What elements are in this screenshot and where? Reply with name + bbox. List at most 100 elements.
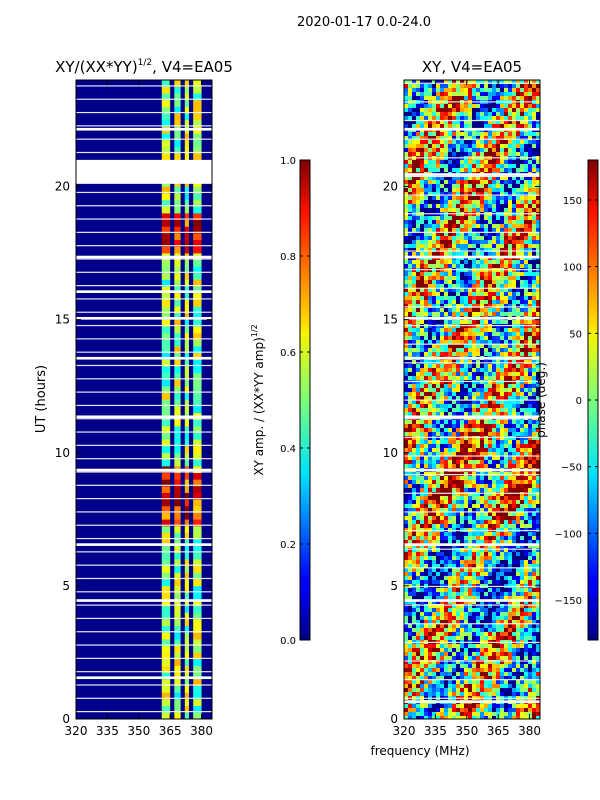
amplitude-flag-line <box>76 617 212 620</box>
phase-cell <box>428 228 433 233</box>
phase-cell <box>512 296 517 301</box>
amplitude-cell <box>184 139 189 147</box>
phase-cell <box>404 400 409 405</box>
phase-cell <box>512 232 517 237</box>
phase-cell <box>472 288 477 293</box>
phase-cell <box>504 428 509 433</box>
phase-cell <box>476 484 481 489</box>
phase-cell <box>412 148 417 153</box>
phase-cell <box>524 436 529 441</box>
phase-cell <box>496 420 501 425</box>
phase-cell <box>524 92 529 97</box>
phase-cell <box>420 568 425 573</box>
amplitude-cell <box>184 80 189 87</box>
phase-cell <box>420 452 425 457</box>
phase-cell <box>412 112 417 117</box>
phase-cell <box>508 552 513 557</box>
phase-cell <box>532 296 537 301</box>
phase-cell <box>512 240 517 245</box>
phase-cell <box>520 464 525 469</box>
phase-cell <box>444 368 449 373</box>
phase-cell <box>480 164 485 169</box>
phase-cell <box>440 92 445 97</box>
phase-cell <box>460 384 465 389</box>
phase-cell <box>420 308 425 313</box>
phase-cell <box>452 140 457 145</box>
phase-cell <box>468 580 473 585</box>
phase-cell <box>504 412 509 417</box>
phase-cell <box>488 108 493 113</box>
phase-cell <box>456 124 461 129</box>
phase-cell <box>436 512 441 517</box>
amplitude-cell <box>161 479 171 487</box>
phase-cell <box>480 248 485 253</box>
phase-cell <box>500 564 505 569</box>
phase-cell <box>484 80 489 85</box>
phase-cell <box>408 92 413 97</box>
phase-cell <box>480 272 485 277</box>
phase-cell <box>528 344 533 349</box>
phase-cell <box>456 556 461 561</box>
phase-cell <box>448 120 453 125</box>
phase-cell <box>512 320 517 325</box>
phase-cell <box>460 376 465 381</box>
phase-cell <box>532 524 537 529</box>
phase-cell <box>528 208 533 213</box>
phase-cell <box>448 188 453 193</box>
phase-cell <box>404 148 409 153</box>
phase-cell <box>524 508 529 513</box>
amplitude-cell <box>161 579 171 587</box>
phase-cell <box>480 296 485 301</box>
phase-cell <box>504 248 509 253</box>
phase-cell <box>472 120 477 125</box>
phase-cell <box>512 424 517 429</box>
phase-cell <box>524 180 529 185</box>
amplitude-flag-line <box>76 138 212 140</box>
phase-cell <box>520 444 525 449</box>
phase-cell <box>512 252 517 257</box>
phase-cell <box>468 456 473 461</box>
phase-cell <box>404 532 409 537</box>
phase-cell <box>520 308 525 313</box>
phase-cell <box>412 160 417 165</box>
phase-cell <box>452 240 457 245</box>
phase-cell <box>480 548 485 553</box>
phase-cell <box>532 372 537 377</box>
phase-cell <box>460 372 465 377</box>
amplitude-flag-gap <box>76 599 212 602</box>
phase-cell <box>512 196 517 201</box>
phase-cell <box>440 104 445 109</box>
phase-cell <box>444 564 449 569</box>
phase-cell <box>456 552 461 557</box>
phase-cell <box>436 460 441 465</box>
phase-cell <box>480 112 485 117</box>
phase-cell <box>488 152 493 157</box>
amplitude-cell <box>174 352 181 360</box>
amplitude-cell <box>184 386 189 394</box>
phase-cell <box>484 160 489 165</box>
phase-cell <box>412 296 417 301</box>
phase-cell <box>428 112 433 117</box>
phase-cell <box>404 572 409 577</box>
phase-cell <box>444 452 449 457</box>
phase-cell <box>460 564 465 569</box>
amplitude-cell <box>161 532 171 540</box>
phase-cell <box>412 452 417 457</box>
phase-cell <box>500 440 505 445</box>
phase-cell <box>448 208 453 213</box>
phase-cell <box>432 424 437 429</box>
phase-cell <box>424 572 429 577</box>
phase-cell <box>516 508 521 513</box>
phase-cell <box>480 288 485 293</box>
phase-cell <box>528 140 533 145</box>
phase-cell <box>412 96 417 101</box>
phase-cell <box>472 588 477 593</box>
phase-cell <box>516 112 521 117</box>
phase-cell <box>496 484 501 489</box>
phase-cell <box>508 600 513 605</box>
phase-cell <box>480 280 485 285</box>
phase-cell <box>528 248 533 253</box>
phase-cell <box>484 232 489 237</box>
phase-cell <box>504 352 509 357</box>
